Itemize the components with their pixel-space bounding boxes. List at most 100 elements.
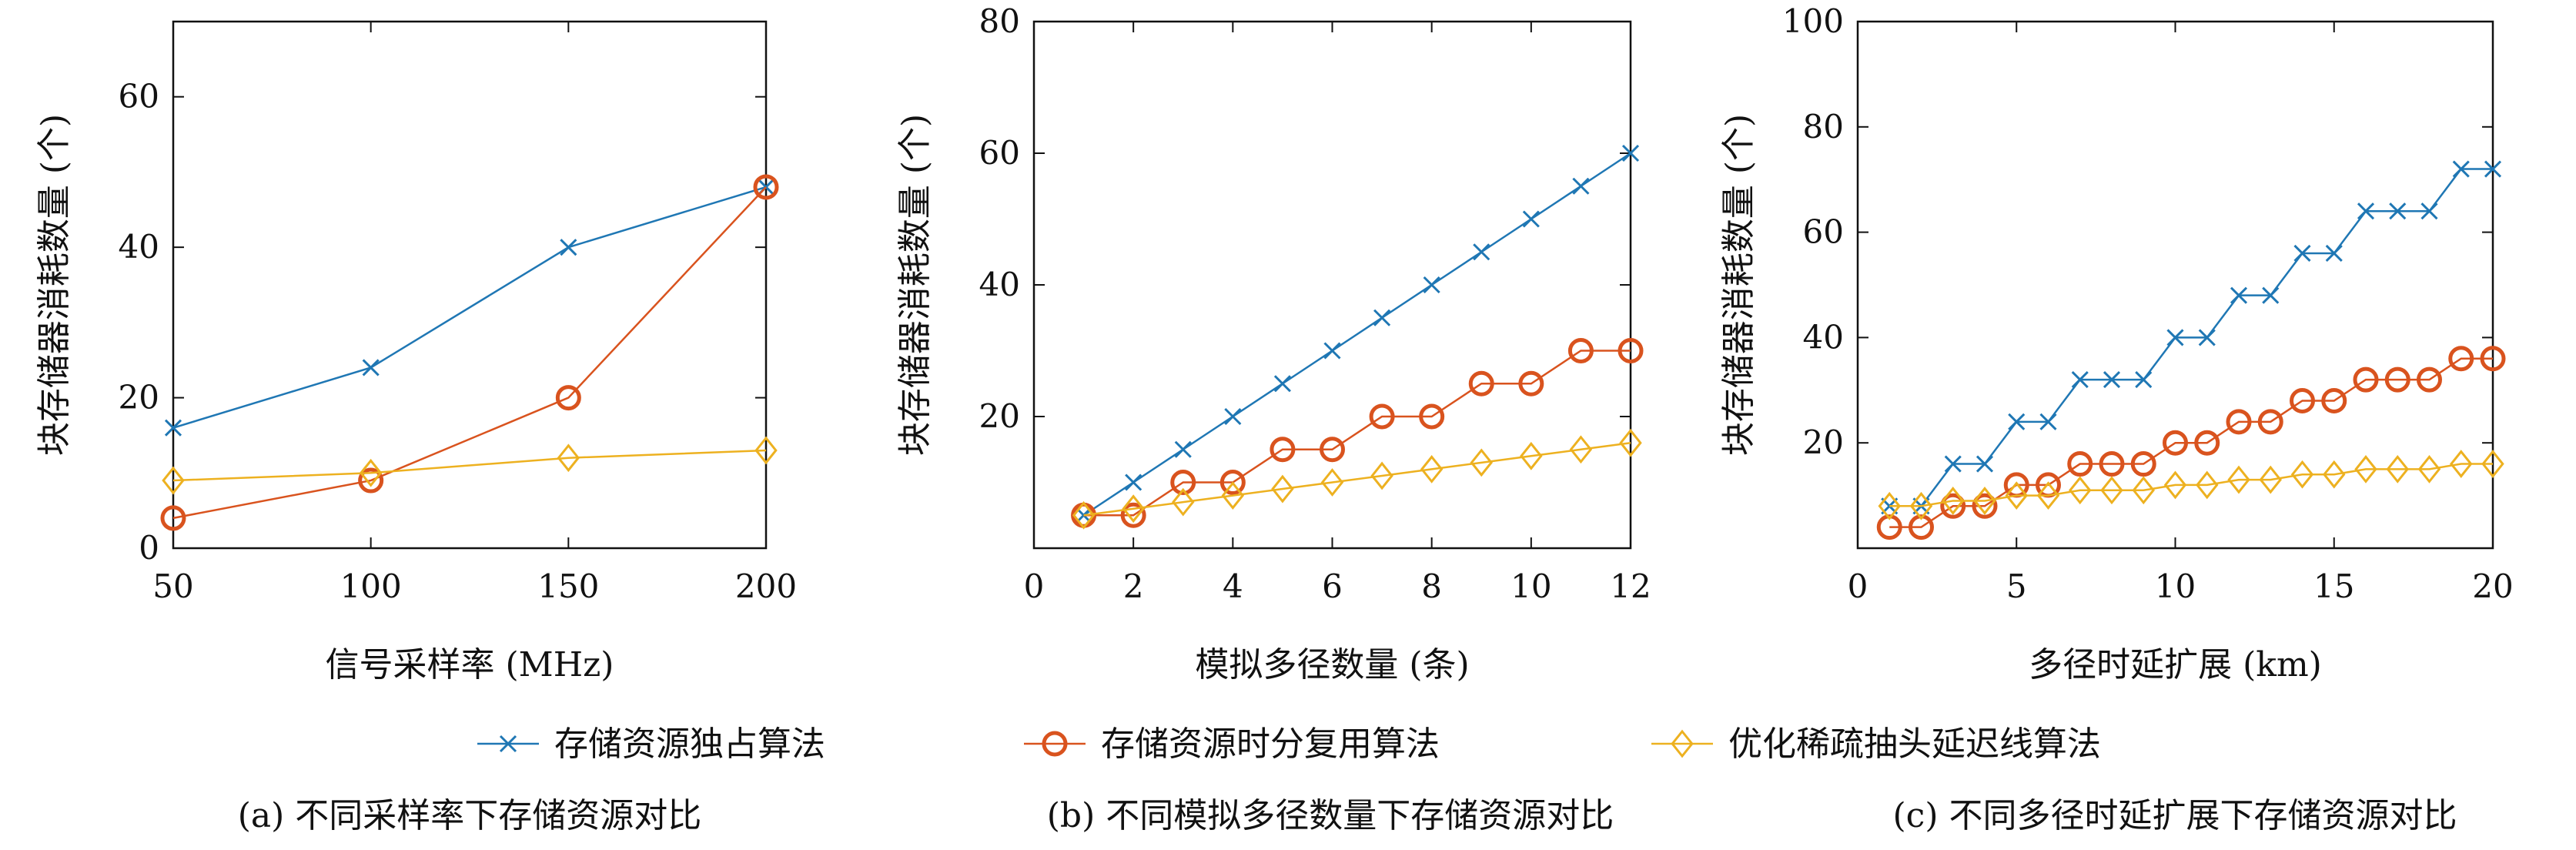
y-tick-label: 40: [119, 228, 159, 266]
data-point: [2480, 346, 2506, 372]
data-point: [1522, 210, 1540, 228]
data-point: [2226, 409, 2252, 435]
x-tick-label: 50: [152, 567, 193, 605]
x-axis-title: 模拟多径数量 (条): [1195, 645, 1469, 684]
data-point: [2325, 244, 2343, 263]
legend-marker: [499, 735, 517, 753]
data-point: [1122, 494, 1145, 524]
data-point: [560, 239, 577, 256]
series-line: [172, 186, 767, 429]
data-point: [1468, 370, 1494, 397]
data-point: [1323, 342, 1341, 360]
y-tick-label: 20: [979, 397, 1020, 435]
legend-label: 存储资源独占算法: [554, 725, 825, 764]
x-tick-label: 10: [1510, 567, 1551, 605]
y-tick-label: 60: [119, 78, 159, 115]
y-tick-label: 80: [1803, 108, 1844, 146]
data-point: [1270, 437, 1296, 463]
data-point: [1224, 407, 1242, 426]
data-point: [2008, 413, 2026, 430]
series-line: [1083, 441, 1631, 517]
series-3: [162, 436, 778, 495]
data-point: [359, 458, 383, 487]
data-point: [2353, 366, 2379, 393]
data-point: [1619, 428, 1642, 457]
data-point: [1373, 309, 1391, 326]
series-line: [1082, 152, 1631, 517]
data-point: [2420, 202, 2438, 220]
legend-label: 存储资源时分复用算法: [1101, 725, 1440, 764]
x-tick-label: 5: [2006, 567, 2027, 605]
data-point: [1423, 276, 1440, 294]
data-point: [1518, 370, 1544, 397]
data-point: [754, 436, 778, 465]
x-axis-title: 多径时延扩展 (km): [2029, 645, 2322, 684]
data-point: [1520, 441, 1543, 470]
data-point: [2293, 244, 2311, 263]
legend-item-2: 存储资源时分复用算法: [1024, 725, 1440, 764]
data-point: [2132, 476, 2155, 505]
data-point: [1271, 474, 1294, 504]
data-point: [1909, 491, 1933, 520]
data-point: [162, 466, 185, 495]
chart-panel-1: 50 100 150 200 0 20 40 60 信号采样率 (MHz) 块存储器消耗数量 (个…: [35, 20, 797, 835]
series-line: [1889, 357, 2493, 528]
data-point: [2039, 413, 2057, 430]
data-point: [1170, 470, 1196, 495]
data-point: [2099, 451, 2125, 477]
data-point: [1072, 500, 1096, 530]
data-point: [2481, 450, 2504, 478]
series-2: [160, 174, 779, 531]
series-3: [1072, 428, 1642, 530]
chart-panel-3: 0 5 10 15 20 20 40 60 80 100 多径时延扩展 (km) 块存储器消耗数量 (…: [1719, 2, 2514, 835]
data-point: [1944, 455, 1962, 473]
x-tick-label: 10: [2155, 567, 2196, 605]
data-point: [2135, 371, 2153, 389]
data-point: [1219, 470, 1246, 495]
data-point: [2384, 366, 2410, 393]
data-point: [2484, 160, 2502, 178]
x-tick-label: 8: [1421, 567, 1442, 605]
x-tick-label: 6: [1322, 567, 1343, 605]
chart-panel-2: 0 2 4 6 8 10 12 20 40 60 80 模拟多径数量 (条) 块存储器消耗数量 (个) (…: [895, 2, 1651, 835]
data-point: [1940, 493, 1966, 519]
data-point: [2227, 465, 2250, 494]
x-tick-label: 0: [1024, 567, 1045, 605]
x-tick-label: 200: [735, 567, 797, 605]
series-3: [1878, 450, 2504, 520]
data-point: [164, 419, 182, 437]
series-line: [172, 449, 767, 482]
data-point: [2290, 387, 2315, 413]
data-point: [753, 174, 779, 200]
data-point: [1909, 514, 1934, 540]
series-1: [1881, 160, 2502, 515]
x-tick-label: 0: [1848, 567, 1868, 605]
data-point: [2354, 454, 2377, 484]
data-point: [2100, 476, 2123, 505]
x-tick-label: 4: [1223, 567, 1243, 605]
data-point: [1470, 448, 1493, 477]
y-tick-label: 60: [979, 134, 1020, 172]
data-point: [2452, 160, 2470, 178]
data-point: [2257, 409, 2283, 435]
series-2: [1071, 338, 1644, 528]
data-point: [160, 505, 186, 531]
x-tick-label: 12: [1610, 567, 1651, 605]
data-point: [2321, 387, 2347, 413]
data-point: [1420, 454, 1444, 484]
y-tick-label: 60: [1803, 213, 1844, 251]
panel-caption: (a) 不同采样率下存储资源对比: [238, 796, 702, 835]
series-2: [1876, 346, 2506, 540]
data-point: [2036, 481, 2060, 510]
data-point: [1320, 468, 1344, 497]
data-point: [2230, 286, 2248, 304]
data-point: [1973, 487, 1996, 515]
data-point: [2448, 346, 2474, 372]
data-point: [2196, 470, 2219, 500]
data-point: [2357, 202, 2375, 220]
data-point: [2417, 454, 2441, 484]
data-point: [1370, 461, 1393, 490]
data-point: [1172, 487, 1195, 517]
